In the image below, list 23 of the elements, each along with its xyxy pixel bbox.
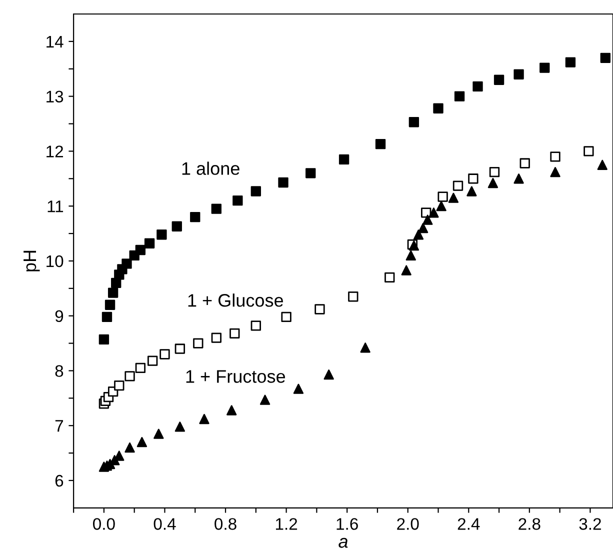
y-tick-label: 9: [55, 310, 64, 322]
series-label: 1 + Fructose: [186, 370, 286, 383]
x-tick-label: 2.8: [518, 518, 540, 530]
x-tick-label: 0.8: [214, 518, 236, 530]
x-tick-label: 0.0: [93, 518, 115, 530]
x-tick-label: 1.6: [336, 518, 358, 530]
x-axis-title: a: [338, 538, 348, 548]
x-tick-label: 2.0: [397, 518, 419, 530]
y-tick-label: 13: [46, 90, 64, 103]
y-tick-label: 12: [46, 146, 64, 158]
series-label: 1 + Glucose: [188, 294, 284, 307]
y-tick-label: 11: [48, 200, 64, 212]
y-tick-label: 10: [46, 255, 64, 268]
y-axis-title: pH: [24, 250, 40, 272]
x-tick-label: 3.2: [579, 518, 601, 530]
y-tick-label: 6: [55, 474, 64, 487]
x-tick-label: 0.4: [154, 518, 176, 530]
x-tick-label: 1.2: [276, 518, 298, 530]
y-tick-label: 7: [55, 420, 63, 432]
series-label: 1 alone: [182, 162, 240, 175]
x-tick-label: 2.4: [458, 518, 480, 530]
y-tick-label: 14: [46, 36, 64, 48]
y-tick-label: 8: [55, 365, 64, 377]
